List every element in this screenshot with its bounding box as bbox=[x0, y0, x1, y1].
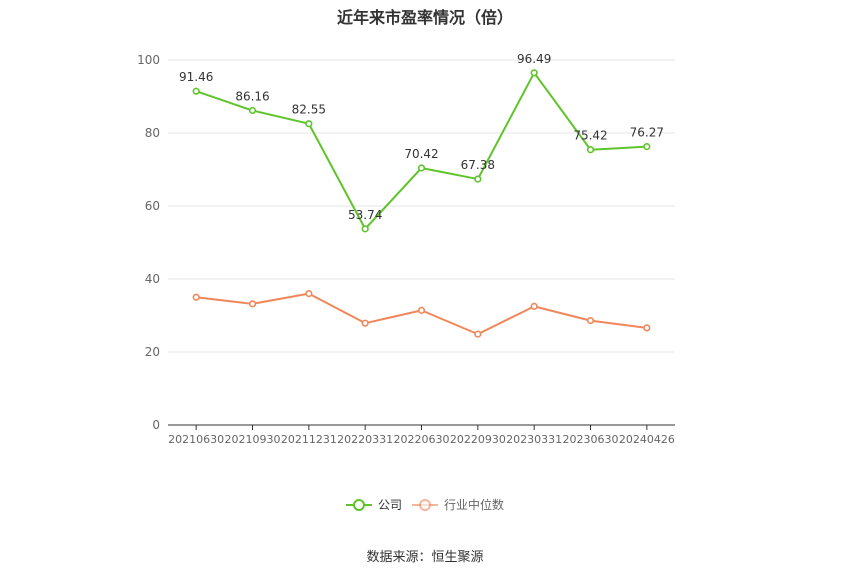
data-label: 70.42 bbox=[404, 147, 438, 161]
data-label: 53.74 bbox=[348, 208, 382, 222]
x-tick-label: 20210630 bbox=[168, 433, 224, 446]
y-tick-label: 100 bbox=[137, 53, 160, 67]
data-point bbox=[192, 293, 200, 301]
data-point bbox=[530, 69, 538, 77]
data-labels: 91.46 86.16 82.55 53.74 70.42 67.38 96.49 75.42… bbox=[179, 52, 664, 222]
legend-label: 公司 bbox=[377, 498, 402, 512]
data-point bbox=[586, 317, 595, 325]
y-tick-label: 40 bbox=[145, 272, 160, 286]
x-tick-label: 20220331 bbox=[337, 433, 393, 446]
data-label: 91.46 bbox=[179, 70, 213, 84]
series-lines bbox=[192, 69, 651, 338]
y-tick-label: 0 bbox=[152, 418, 160, 432]
data-point bbox=[643, 324, 651, 332]
legend-swatch-icon bbox=[345, 498, 372, 511]
data-point bbox=[248, 300, 257, 308]
data-point bbox=[248, 106, 257, 115]
data-label: 82.55 bbox=[292, 103, 326, 117]
chart-title: 近年来市盈率情况（倍） bbox=[336, 8, 513, 27]
x-tick-label: 20211231 bbox=[281, 433, 337, 446]
x-tick-label: 20220930 bbox=[450, 433, 506, 446]
x-tick-label: 20230331 bbox=[506, 433, 562, 446]
data-point bbox=[361, 319, 369, 327]
legend-item[interactable]: 公司 bbox=[345, 496, 402, 513]
data-point bbox=[474, 330, 482, 338]
data-label: 67.38 bbox=[461, 158, 495, 172]
y-tick-label: 80 bbox=[145, 126, 160, 140]
data-point bbox=[530, 302, 538, 310]
data-point bbox=[417, 164, 426, 172]
data-point bbox=[305, 120, 313, 128]
data-point bbox=[305, 290, 313, 298]
data-point bbox=[643, 143, 651, 151]
x-tick-label: 20210930 bbox=[225, 433, 281, 446]
y-tick-label: 20 bbox=[145, 345, 160, 359]
data-label: 76.27 bbox=[630, 126, 664, 140]
legend: 公司 行业中位数 bbox=[0, 496, 850, 515]
legend-item[interactable]: 行业中位数 bbox=[412, 496, 504, 513]
data-label: 96.49 bbox=[517, 52, 551, 66]
x-tick-label: 20220630 bbox=[394, 433, 450, 446]
legend-label: 行业中位数 bbox=[444, 498, 505, 512]
source-note: 数据来源：恒生聚源 bbox=[366, 550, 484, 565]
data-point bbox=[586, 146, 595, 154]
data-label: 86.16 bbox=[235, 90, 269, 104]
data-point bbox=[192, 87, 200, 95]
legend-swatch-icon bbox=[412, 498, 438, 511]
data-point bbox=[361, 225, 369, 233]
x-tick-label: 20230630 bbox=[563, 433, 619, 446]
data-label: 75.42 bbox=[573, 129, 607, 143]
grid-lines bbox=[168, 59, 675, 353]
data-point bbox=[417, 306, 426, 314]
data-point bbox=[474, 175, 482, 183]
y-tick-label: 60 bbox=[145, 199, 160, 213]
x-tick-label: 20240426 bbox=[619, 433, 675, 446]
